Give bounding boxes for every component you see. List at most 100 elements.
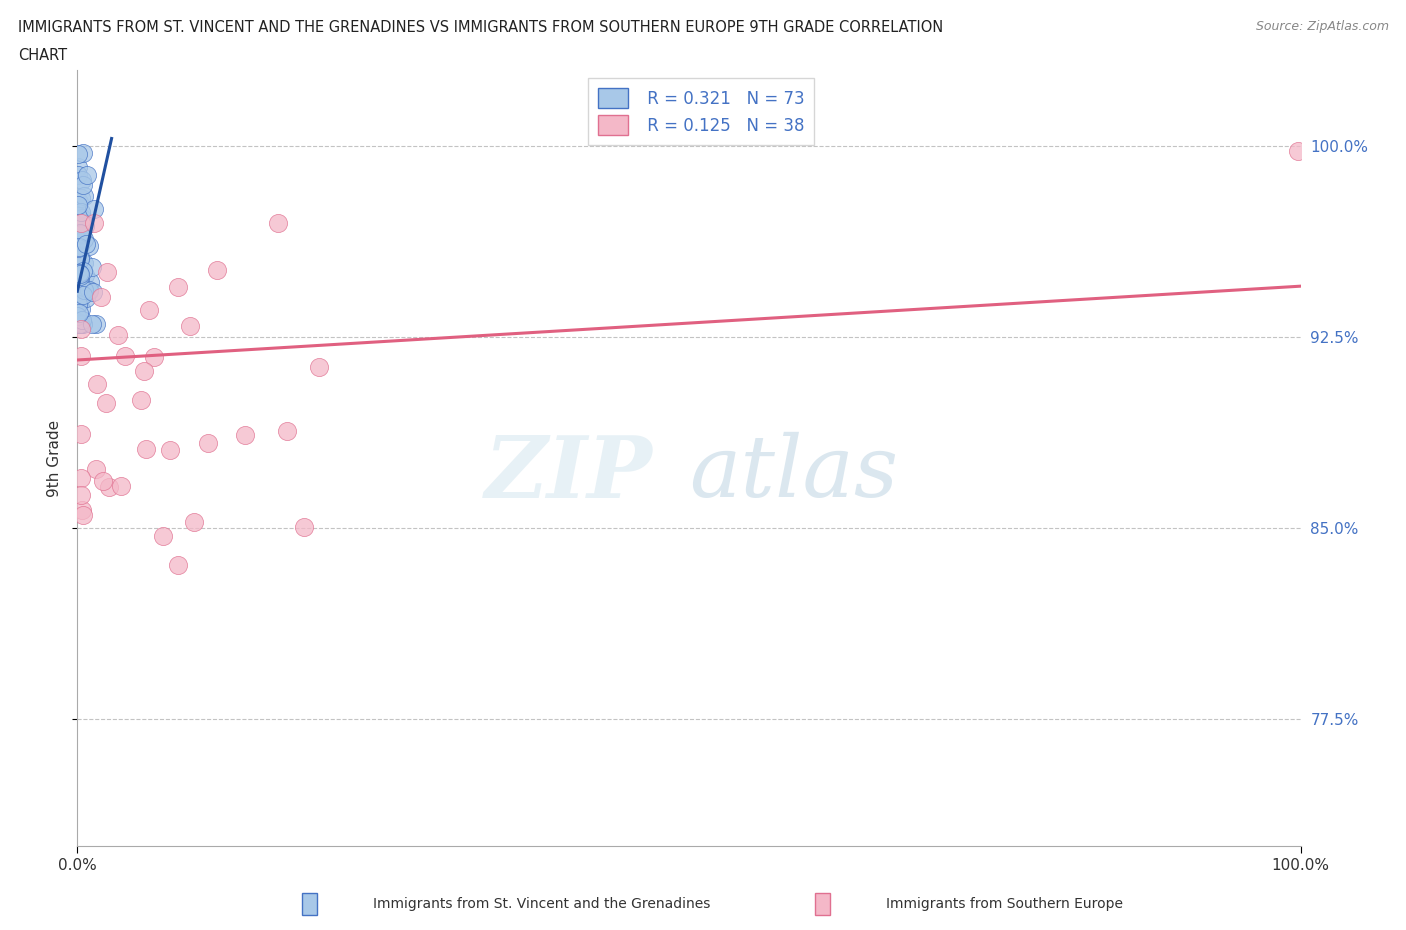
Point — [69, 266, 91, 281]
Point — [67, 295, 90, 310]
Point — [152, 528, 174, 543]
Point — [79, 274, 101, 289]
Point — [67, 233, 90, 248]
Point — [134, 364, 156, 379]
Point — [69, 315, 91, 330]
Point — [72, 263, 94, 278]
Point — [70, 191, 93, 206]
Point — [183, 514, 205, 529]
Point — [70, 471, 93, 485]
Point — [69, 317, 91, 332]
Point — [67, 240, 90, 255]
Point — [70, 321, 93, 336]
Point — [70, 205, 93, 219]
Point — [235, 428, 257, 443]
Point — [72, 317, 94, 332]
Point — [70, 427, 93, 442]
Point — [179, 318, 201, 333]
Point — [75, 291, 97, 306]
Point — [159, 443, 181, 458]
Point — [69, 317, 91, 332]
Text: IMMIGRANTS FROM ST. VINCENT AND THE GRENADINES VS IMMIGRANTS FROM SOUTHERN EUROP: IMMIGRANTS FROM ST. VINCENT AND THE GREN… — [18, 20, 943, 35]
Point — [82, 285, 104, 299]
Point — [67, 232, 90, 247]
Text: Immigrants from Southern Europe: Immigrants from Southern Europe — [886, 897, 1123, 911]
Point — [66, 146, 89, 161]
Point — [73, 282, 96, 297]
Point — [135, 442, 157, 457]
Point — [66, 198, 89, 213]
Point — [83, 215, 105, 230]
Point — [69, 226, 91, 241]
Text: atlas: atlas — [689, 432, 898, 515]
Point — [83, 202, 105, 217]
Point — [70, 214, 93, 229]
Point — [266, 215, 288, 230]
Point — [72, 211, 94, 226]
Point — [138, 302, 160, 317]
Point — [276, 423, 298, 438]
Point — [69, 219, 91, 234]
Point — [69, 317, 91, 332]
Point — [69, 316, 91, 331]
Text: CHART: CHART — [18, 48, 67, 63]
Point — [97, 480, 120, 495]
Point — [69, 272, 91, 287]
Point — [75, 219, 97, 233]
Point — [84, 317, 107, 332]
Point — [77, 239, 100, 254]
Point — [1286, 144, 1309, 159]
Point — [67, 195, 90, 210]
Point — [70, 312, 93, 327]
Point — [90, 289, 112, 304]
Point — [80, 259, 103, 274]
Point — [114, 349, 136, 364]
Point — [142, 350, 165, 365]
Point — [110, 479, 132, 494]
Point — [72, 146, 94, 161]
Point — [72, 232, 94, 246]
Point — [67, 208, 90, 223]
Point — [69, 226, 91, 241]
Point — [84, 461, 107, 476]
Point — [69, 221, 91, 236]
Point — [107, 327, 129, 342]
Point — [91, 473, 114, 488]
Point — [75, 236, 97, 251]
Point — [69, 317, 91, 332]
Point — [66, 308, 89, 323]
Point — [67, 265, 90, 280]
Point — [69, 301, 91, 316]
Point — [72, 216, 94, 231]
Point — [197, 435, 219, 450]
Point — [70, 215, 93, 230]
Point — [72, 287, 94, 302]
Point — [69, 317, 91, 332]
Point — [76, 167, 98, 182]
Point — [69, 238, 91, 253]
Point — [72, 508, 94, 523]
Point — [66, 242, 89, 257]
Point — [167, 279, 190, 294]
Point — [69, 268, 91, 283]
Point — [292, 520, 315, 535]
Point — [67, 317, 90, 332]
Point — [66, 167, 89, 182]
Point — [70, 226, 93, 241]
Point — [69, 279, 91, 294]
Point — [73, 189, 96, 204]
Y-axis label: 9th Grade: 9th Grade — [46, 419, 62, 497]
Point — [66, 160, 89, 175]
Point — [129, 392, 152, 407]
Point — [205, 263, 228, 278]
Point — [73, 283, 96, 298]
Point — [80, 317, 103, 332]
Point — [70, 349, 93, 364]
Point — [70, 488, 93, 503]
Point — [94, 395, 117, 410]
Point — [66, 282, 89, 297]
Point — [70, 173, 93, 188]
Point — [77, 282, 100, 297]
Point — [70, 502, 93, 517]
Text: Immigrants from St. Vincent and the Grenadines: Immigrants from St. Vincent and the Gren… — [373, 897, 710, 911]
